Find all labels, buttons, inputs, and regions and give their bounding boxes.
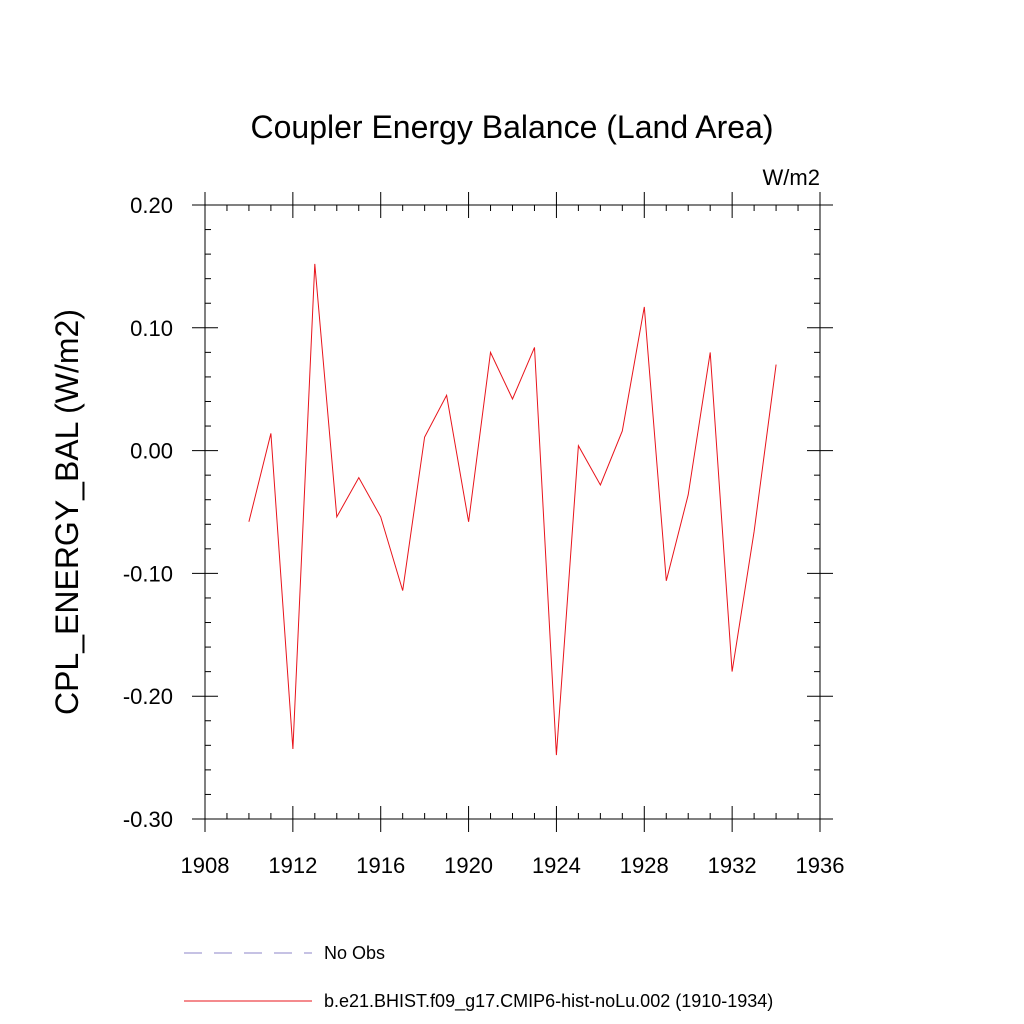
plot-frame — [204, 204, 821, 820]
y-tick-label: -0.20 — [123, 684, 173, 709]
y-tick-labels: -0.30 -0.20 -0.10 0.00 0.10 0.20 — [123, 193, 173, 832]
legend-label-no-obs: No Obs — [324, 943, 385, 963]
y-axis-label: CPL_ENERGY_BAL (W/m2) — [49, 309, 85, 715]
x-tick-label: 1908 — [181, 853, 230, 878]
x-tick-label: 1936 — [796, 853, 845, 878]
x-tick-label: 1916 — [356, 853, 405, 878]
y-tick-label: 0.20 — [130, 193, 173, 218]
x-tick-label: 1932 — [708, 853, 757, 878]
legend: No Obs b.e21.BHIST.f09_g17.CMIP6-hist-no… — [184, 943, 773, 1012]
minor-ticks — [205, 205, 820, 819]
units-label: W/m2 — [763, 165, 820, 190]
y-tick-label: 0.10 — [130, 316, 173, 341]
y-tick-label: -0.30 — [123, 807, 173, 832]
y-tick-label: -0.10 — [123, 561, 173, 586]
x-tick-label: 1920 — [444, 853, 493, 878]
y-tick-label: 0.00 — [130, 439, 173, 464]
x-tick-label: 1924 — [532, 853, 581, 878]
chart-title: Coupler Energy Balance (Land Area) — [251, 109, 774, 145]
series-group — [248, 263, 777, 756]
x-tick-label: 1928 — [620, 853, 669, 878]
major-ticks — [192, 192, 833, 832]
x-tick-label: 1912 — [268, 853, 317, 878]
legend-label-model: b.e21.BHIST.f09_g17.CMIP6-hist-noLu.002 … — [324, 991, 773, 1012]
series-line-1 — [248, 263, 777, 756]
x-tick-labels: 1908 1912 1916 1920 1924 1928 1932 1936 — [181, 853, 845, 878]
